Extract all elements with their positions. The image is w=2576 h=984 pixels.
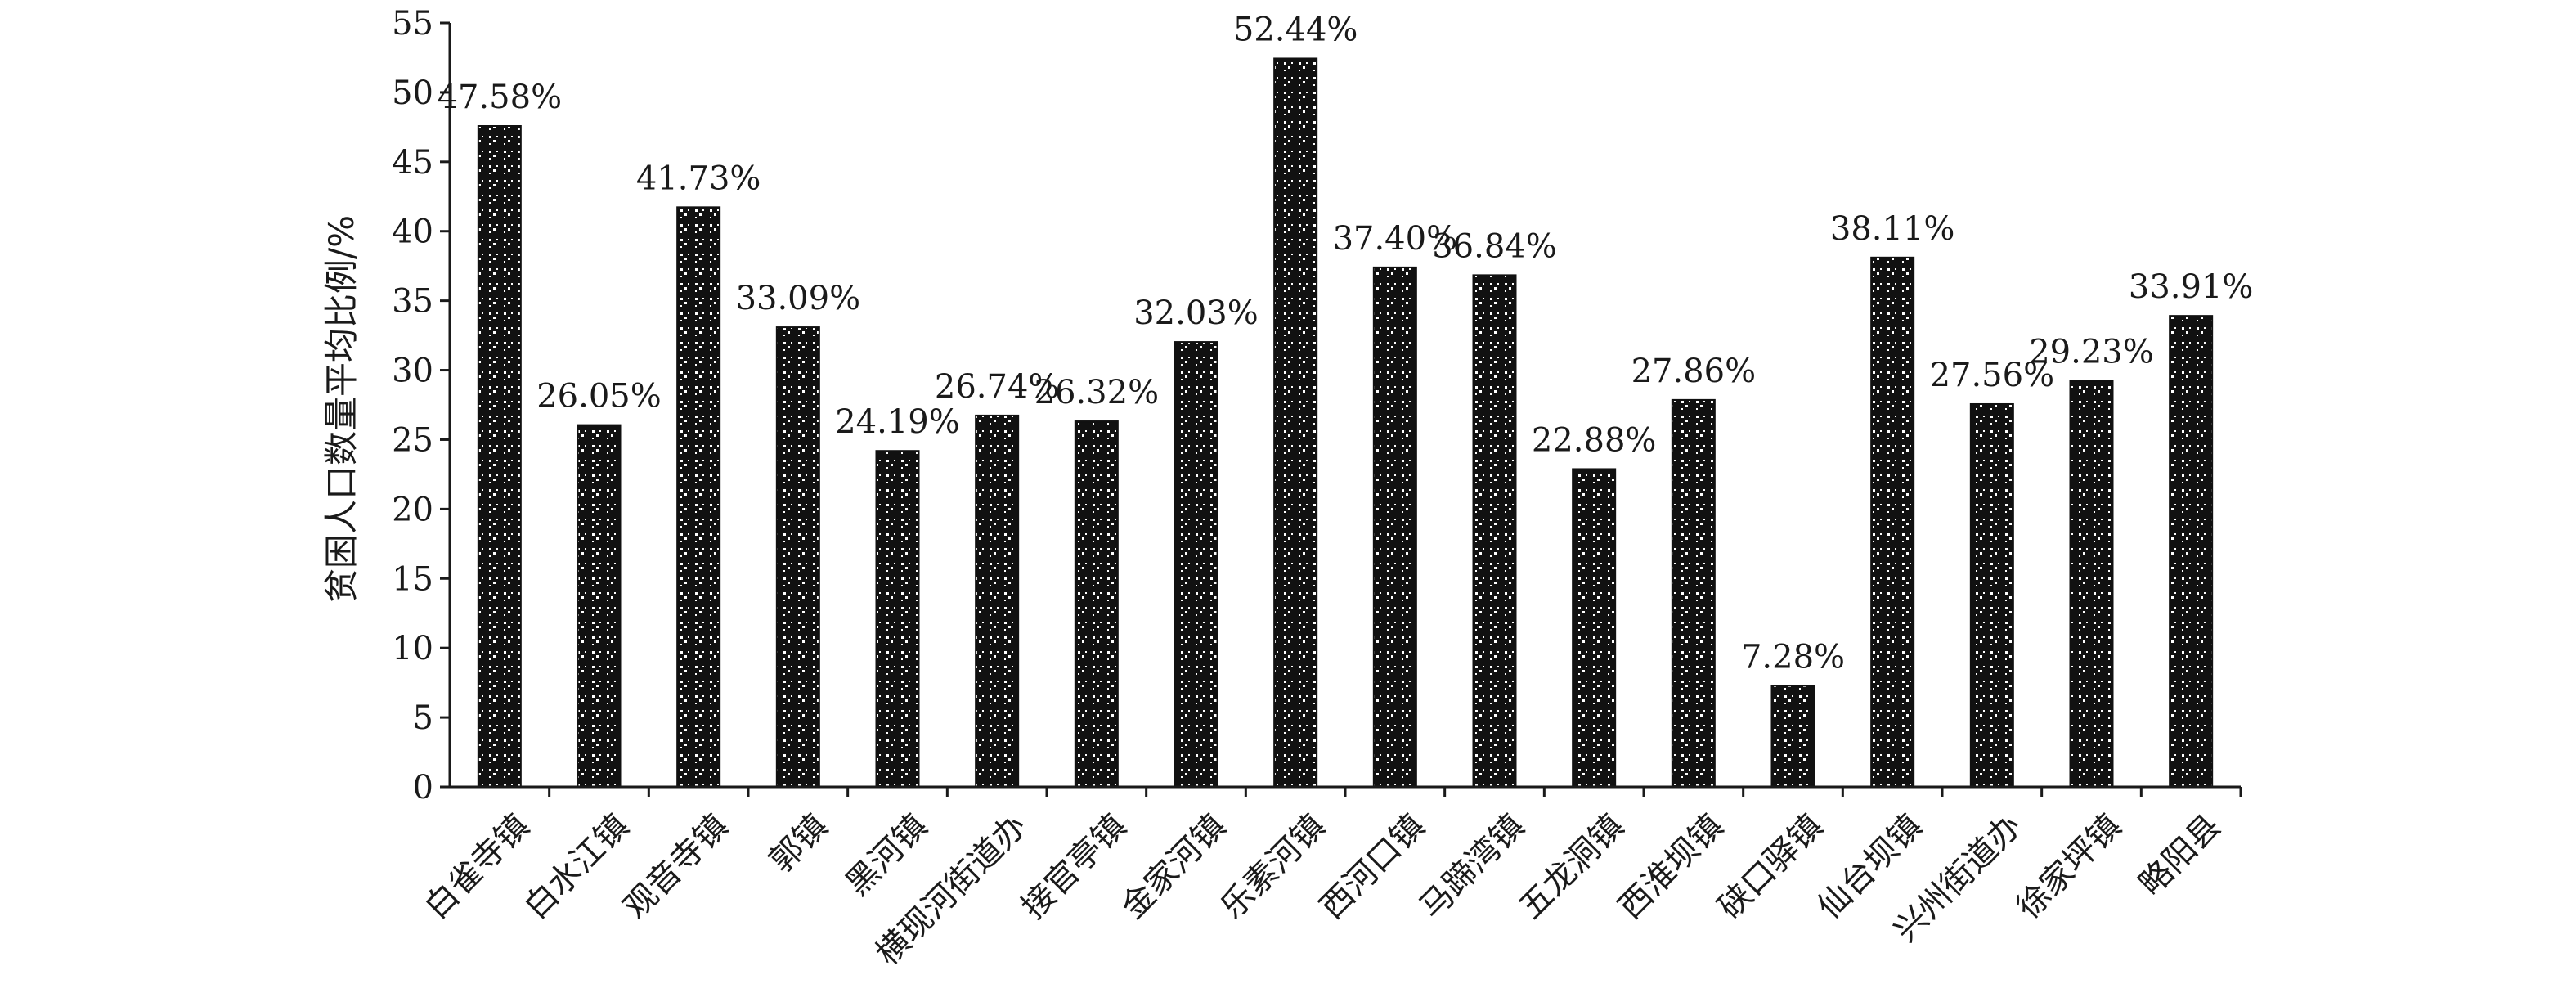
y-tick-label: 15 bbox=[392, 560, 433, 598]
data-label: 47.58% bbox=[438, 79, 563, 116]
data-label: 27.86% bbox=[1631, 353, 1757, 390]
data-label: 37.40% bbox=[1333, 220, 1458, 258]
data-label: 33.91% bbox=[2129, 268, 2254, 306]
bar bbox=[1273, 57, 1318, 789]
bar bbox=[1572, 468, 1617, 788]
y-axis: 0 5 10 15 20 25 30 35 40 45 50 55 bbox=[392, 5, 451, 807]
bar bbox=[1770, 685, 1815, 789]
data-label: 24.19% bbox=[835, 403, 960, 441]
bar bbox=[2069, 380, 2114, 788]
bar bbox=[1870, 256, 1915, 788]
bar bbox=[477, 125, 522, 789]
y-tick-label: 20 bbox=[392, 491, 433, 528]
bar bbox=[2169, 315, 2214, 788]
x-tick-label: 乐素河镇 bbox=[1214, 807, 1333, 927]
y-tick-label: 45 bbox=[392, 144, 433, 182]
bar bbox=[1671, 398, 1716, 788]
bar bbox=[775, 326, 820, 788]
y-tick-label: 25 bbox=[392, 421, 433, 459]
data-label: 27.56% bbox=[1930, 357, 2055, 394]
data-label: 41.73% bbox=[636, 160, 761, 197]
y-tick-label: 55 bbox=[392, 5, 433, 43]
data-label: 32.03% bbox=[1133, 294, 1259, 332]
x-tick-label: 五龙洞镇 bbox=[1512, 807, 1631, 927]
x-tick-label: 略阳县 bbox=[2132, 807, 2228, 903]
bar bbox=[1969, 402, 2014, 788]
x-tick-label: 西河口镇 bbox=[1313, 807, 1433, 927]
y-tick-label: 0 bbox=[413, 769, 433, 807]
x-tick-label: 硖口驿镇 bbox=[1711, 807, 1830, 927]
x-tick-label: 接官亭镇 bbox=[1015, 807, 1134, 927]
y-tick-label: 40 bbox=[392, 213, 433, 251]
data-label: 52.44% bbox=[1233, 11, 1358, 48]
bar bbox=[975, 414, 1020, 788]
y-axis-title: 贫困人口数量平均比例/% bbox=[321, 215, 361, 603]
bar bbox=[1074, 420, 1119, 789]
bar bbox=[1372, 266, 1417, 788]
data-label: 38.11% bbox=[1830, 210, 1955, 248]
bar bbox=[676, 206, 721, 788]
data-label: 26.74% bbox=[935, 368, 1060, 406]
x-tick-label: 西淮坝镇 bbox=[1612, 807, 1731, 927]
data-label: 7.28% bbox=[1741, 638, 1845, 676]
x-tick-label: 白雀寺镇 bbox=[418, 807, 537, 927]
y-tick-label: 5 bbox=[413, 699, 433, 737]
bars: 47.58% 26.05% 41.73% 33.09% 24.19%26.74%26.3… bbox=[438, 11, 2254, 789]
x-tick-label: 郭镇 bbox=[762, 807, 835, 880]
x-tick-label: 金家河镇 bbox=[1114, 807, 1233, 927]
x-tick-label: 白水江镇 bbox=[517, 807, 636, 927]
data-label: 36.84% bbox=[1432, 227, 1557, 265]
data-label: 33.09% bbox=[736, 280, 861, 317]
y-tick-label: 30 bbox=[392, 353, 433, 390]
x-tick-label: 观音寺镇 bbox=[617, 807, 736, 927]
data-label: 26.32% bbox=[1034, 374, 1160, 411]
bar bbox=[1174, 341, 1218, 788]
bar bbox=[577, 424, 622, 789]
y-tick-label: 10 bbox=[392, 630, 433, 667]
y-tick-label: 50 bbox=[392, 74, 433, 112]
data-label: 29.23% bbox=[2029, 334, 2154, 371]
bar bbox=[1472, 274, 1517, 788]
x-tick-label: 马蹄湾镇 bbox=[1412, 807, 1532, 927]
y-tick-label: 35 bbox=[392, 283, 433, 321]
x-tick-label: 黑河镇 bbox=[839, 807, 935, 903]
x-tick-label: 徐家坪镇 bbox=[2009, 807, 2129, 927]
data-label: 22.88% bbox=[1532, 421, 1657, 459]
bar bbox=[875, 450, 920, 789]
data-label: 26.05% bbox=[536, 378, 662, 416]
